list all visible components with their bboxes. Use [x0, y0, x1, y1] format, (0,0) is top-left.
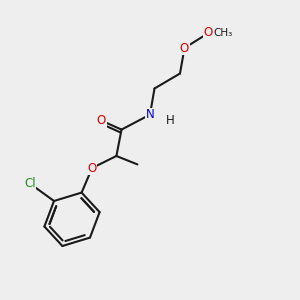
Text: H: H: [166, 113, 175, 127]
Text: N: N: [146, 108, 154, 121]
Text: O: O: [204, 26, 213, 40]
Text: CH₃: CH₃: [213, 28, 232, 38]
Text: O: O: [88, 161, 97, 175]
Text: Cl: Cl: [24, 177, 36, 190]
Text: O: O: [180, 41, 189, 55]
Text: O: O: [97, 114, 106, 127]
